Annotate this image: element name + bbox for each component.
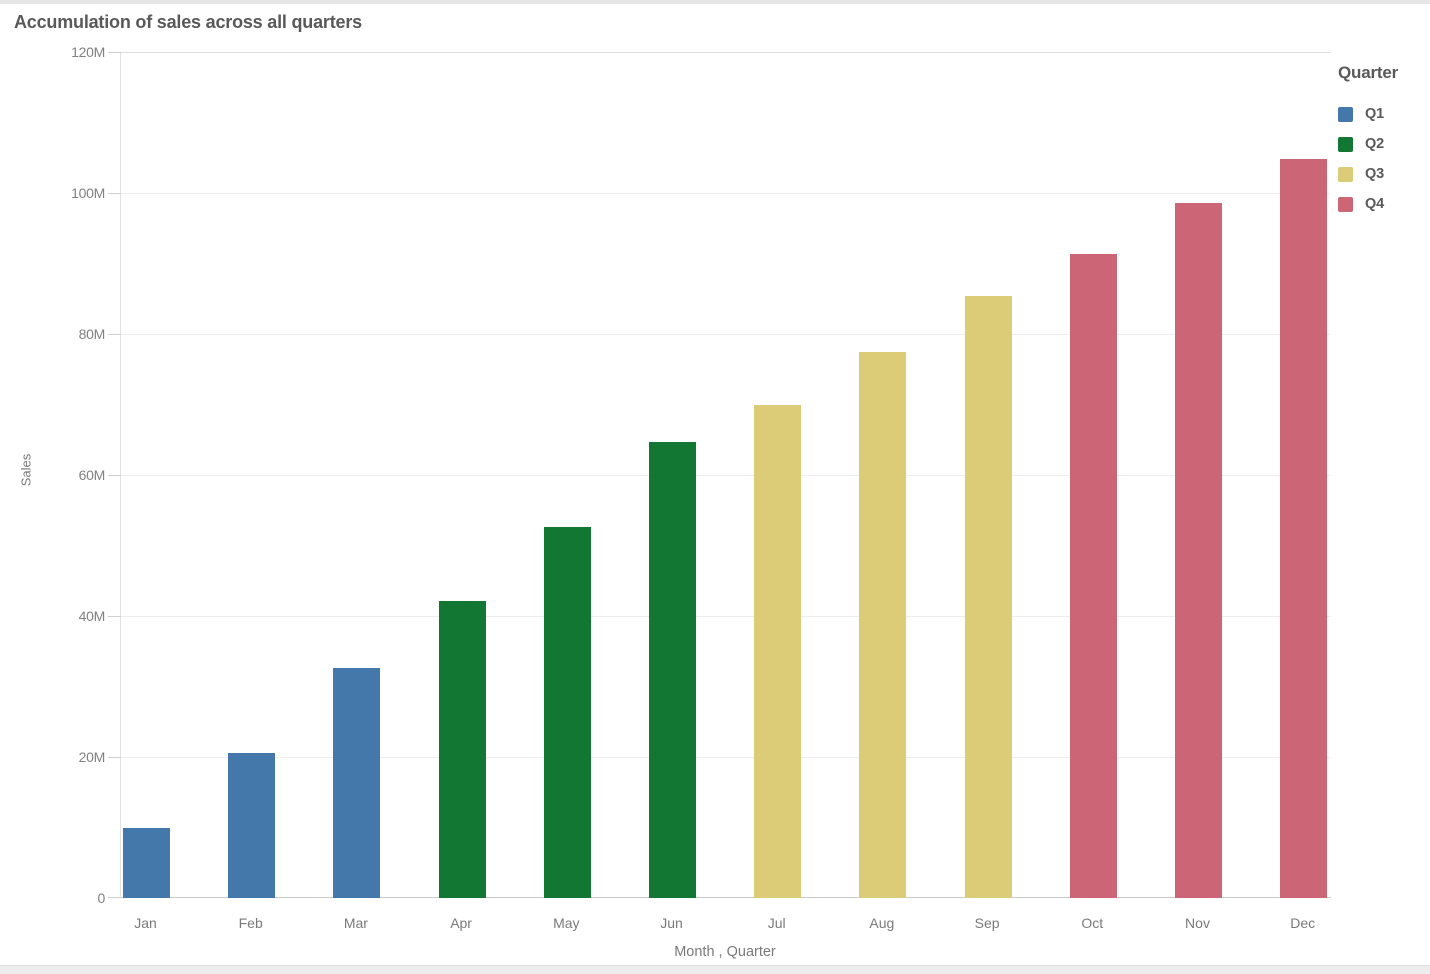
legend-swatch-q3 (1338, 166, 1353, 182)
bar-jul-q3[interactable] (754, 405, 802, 898)
legend-title: Quarter (1338, 63, 1399, 82)
gridline-40M (121, 616, 1331, 617)
y-tick-label: 80M (78, 326, 106, 342)
legend-item-q1[interactable]: Q1 (1338, 99, 1430, 129)
legend-label: Q2 (1365, 136, 1384, 152)
y-tick-label: 0 (97, 890, 106, 906)
bar-feb-q1[interactable] (228, 752, 276, 898)
y-tick-mark (108, 897, 121, 898)
y-tick-mark (108, 616, 121, 617)
legend-swatch-q2 (1338, 136, 1353, 152)
x-axis-title: Month , Quarter (674, 944, 776, 960)
legend-label: Q4 (1365, 196, 1384, 212)
legend: Quarter Q1 Q2 Q3 Q4 (1338, 63, 1430, 219)
window-bottom-edge (0, 965, 1430, 974)
y-tick-label: 40M (78, 608, 106, 624)
bar-dec-q4[interactable] (1280, 159, 1328, 898)
bar-oct-q4[interactable] (1069, 253, 1117, 898)
y-tick-label: 60M (78, 467, 106, 483)
x-tick-label-may: May (553, 915, 580, 931)
window-top-edge (0, 0, 1430, 4)
chart-title: Accumulation of sales across all quarter… (14, 12, 362, 32)
y-tick-label: 100M (71, 185, 105, 201)
bar-nov-q4[interactable] (1175, 202, 1222, 898)
y-tick-mark (108, 475, 121, 476)
gridline-20M (121, 757, 1331, 758)
y-tick-label: 120M (71, 44, 105, 60)
legend-swatch-q4 (1338, 196, 1353, 212)
x-tick-label-mar: Mar (343, 915, 368, 931)
y-tick-mark (108, 193, 121, 194)
x-tick-label-sep: Sep (974, 915, 1000, 931)
y-tick-mark (108, 334, 121, 335)
x-tick-label-nov: Nov (1185, 915, 1210, 931)
y-tick-mark (108, 52, 121, 53)
gridline-80M (121, 334, 1331, 335)
x-tick-label-oct: Oct (1081, 915, 1104, 931)
bar-jan-q1[interactable] (123, 827, 170, 898)
gridline-0 (121, 897, 1331, 898)
legend-swatch-q1 (1338, 106, 1353, 122)
x-tick-label-feb: Feb (238, 915, 263, 931)
legend-label: Q1 (1365, 106, 1384, 122)
gridline-120M (121, 52, 1331, 53)
x-tick-label-apr: Apr (450, 915, 472, 931)
y-tick-mark (108, 757, 121, 758)
gridline-60M (121, 475, 1331, 476)
bar-jun-q2[interactable] (649, 441, 696, 898)
x-tick-label-dec: Dec (1290, 915, 1316, 931)
x-tick-label-jul: Jul (767, 915, 786, 931)
x-tick-label-aug: Aug (869, 915, 895, 931)
bar-mar-q1[interactable] (333, 668, 381, 898)
x-tick-label-jan: Jan (134, 915, 157, 931)
x-tick-label-jun: Jun (660, 915, 683, 931)
legend-item-q2[interactable]: Q2 (1338, 129, 1430, 159)
legend-label: Q3 (1365, 166, 1384, 182)
bar-sep-q3[interactable] (964, 295, 1012, 898)
legend-item-q4[interactable]: Q4 (1338, 189, 1430, 219)
legend-item-q3[interactable]: Q3 (1338, 159, 1430, 189)
gridline-100M (121, 193, 1331, 194)
y-tick-label: 20M (78, 749, 106, 765)
bar-may-q2[interactable] (543, 527, 591, 898)
bar-apr-q2[interactable] (438, 600, 486, 898)
bar-aug-q3[interactable] (859, 351, 907, 898)
plot-area[interactable] (108, 52, 1331, 898)
